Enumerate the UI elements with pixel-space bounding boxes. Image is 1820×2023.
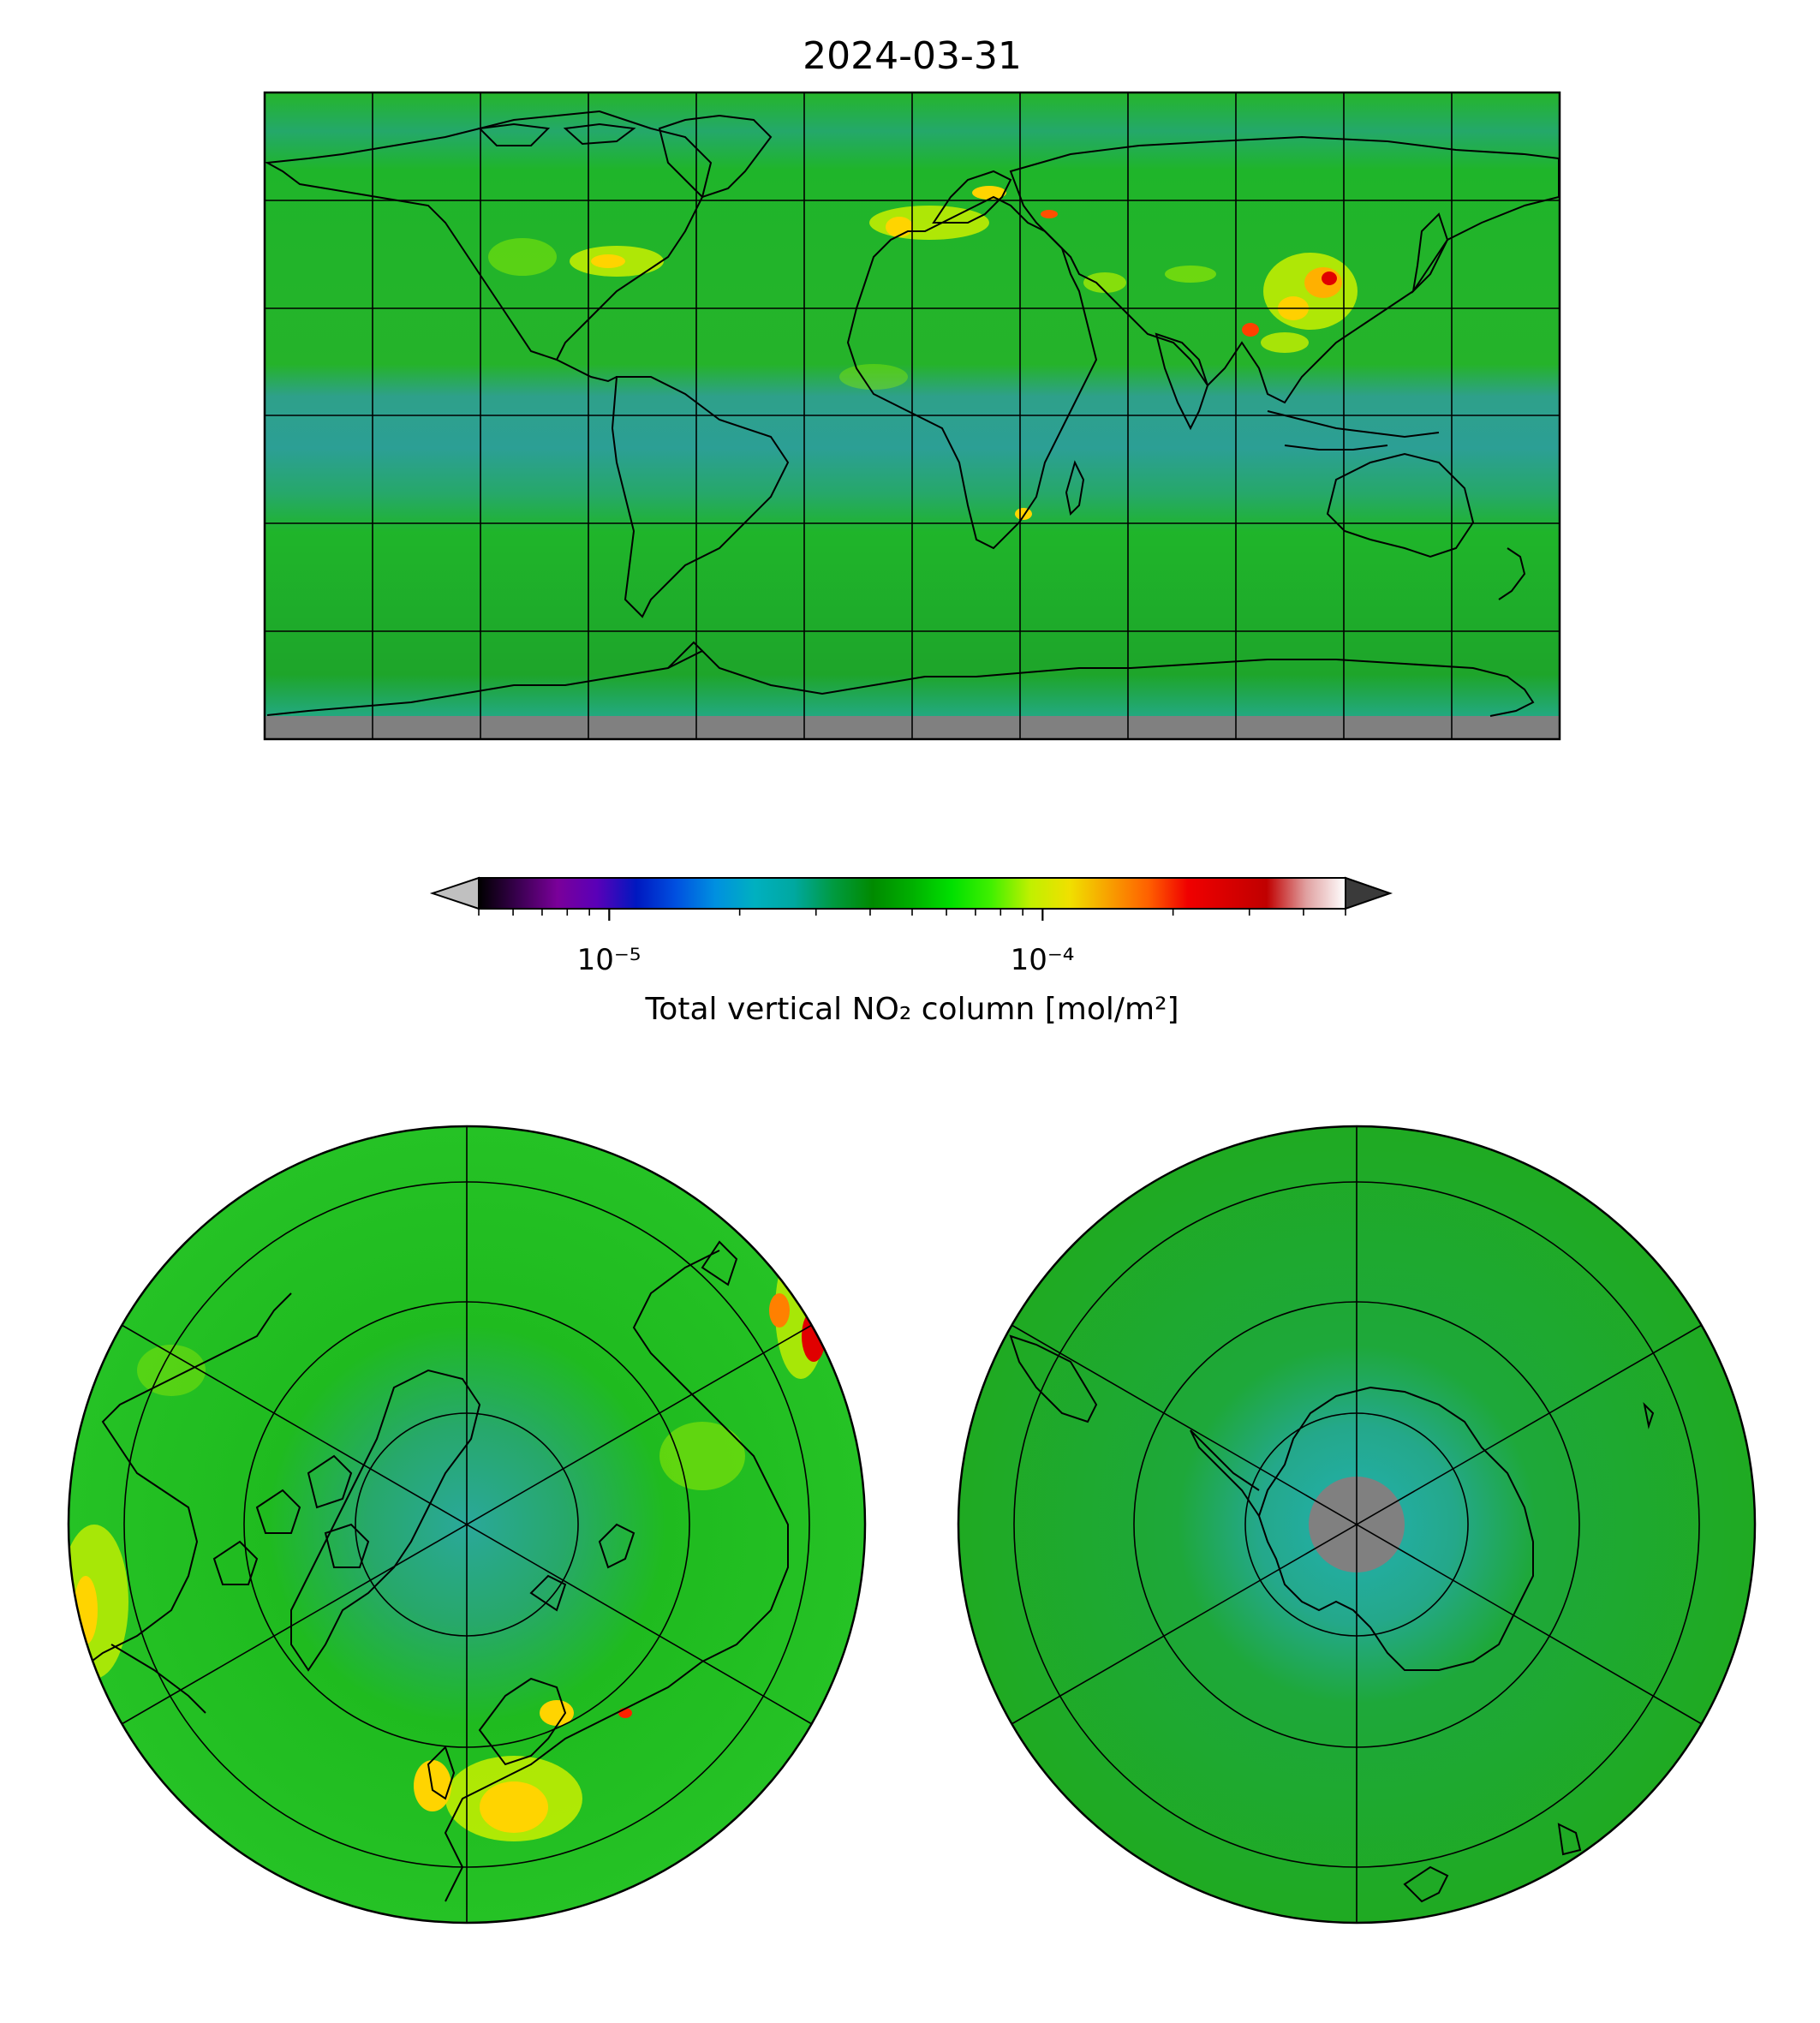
- south-polar-frame: [957, 1125, 1757, 1925]
- colorbar-over-extension: [1345, 876, 1393, 910]
- south-polar-map: [957, 1125, 1757, 1925]
- colorbar: 10⁻⁵ 10⁻⁴ Total vertical NO₂ column [mol…: [429, 876, 1393, 1027]
- north-polar-coastlines: [69, 1240, 789, 1902]
- north-polar-gridlines: [121, 1126, 813, 1923]
- global-map-gridlines: [265, 92, 1560, 739]
- north-polar-hotspots: [69, 1242, 826, 1841]
- colorbar-under-extension: [429, 876, 480, 910]
- north-polar-frame: [67, 1125, 867, 1925]
- colorbar-tick-label-1e-5: 10⁻⁵: [577, 943, 641, 977]
- south-polar-coastlines: [1009, 1334, 1655, 1903]
- global-map-frame: [263, 91, 1561, 741]
- colorbar-ticks: [478, 909, 1346, 921]
- figure-title: 2024-03-31: [803, 34, 1022, 78]
- colorbar-tick-label-1e-4: 10⁻⁴: [1011, 943, 1075, 977]
- north-polar-map: [67, 1125, 867, 1925]
- south-polar-gridlines: [1011, 1126, 1703, 1923]
- colorbar-body: [478, 877, 1346, 910]
- colorbar-label: Total vertical NO₂ column [mol/m²]: [644, 992, 1179, 1027]
- global-map: [263, 91, 1561, 741]
